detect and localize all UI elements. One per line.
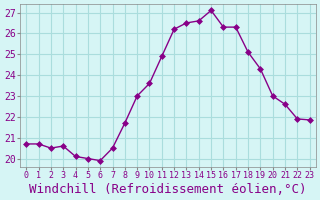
X-axis label: Windchill (Refroidissement éolien,°C): Windchill (Refroidissement éolien,°C): [29, 183, 307, 196]
